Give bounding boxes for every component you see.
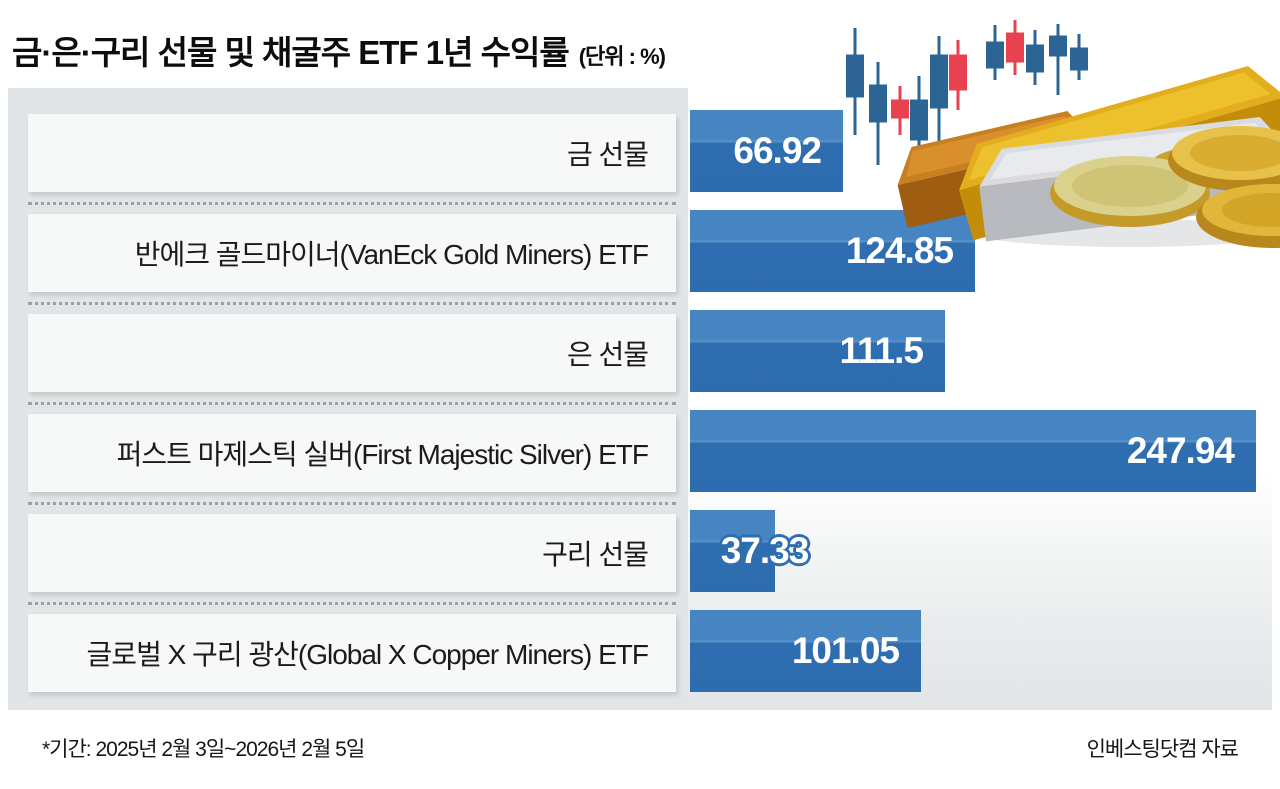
value-bar: 66.92 bbox=[690, 110, 843, 192]
chart-row: 금 선물 66.92 bbox=[0, 108, 1280, 208]
value-label: 101.05 bbox=[791, 630, 900, 671]
category-label: 금 선물 bbox=[566, 139, 649, 170]
chart-row: 퍼스트 마제스틱 실버(First Majestic Silver) ETF 2… bbox=[0, 408, 1280, 508]
chart-row: 반에크 골드마이너(VanEck Gold Miners) ETF 124.85 bbox=[0, 208, 1280, 308]
value-bar: 247.94 bbox=[690, 410, 1256, 492]
value-label: 111.5 bbox=[839, 330, 924, 371]
value-label: 66.92 bbox=[733, 130, 822, 171]
category-label-box: 은 선물 bbox=[28, 314, 676, 392]
chart-row: 구리 선물 37.33 bbox=[0, 508, 1280, 608]
value-label: 124.85 bbox=[845, 230, 954, 271]
value-bar: 124.85 bbox=[690, 210, 975, 292]
dotted-separator bbox=[28, 502, 676, 505]
category-label: 글로벌 X 구리 광산(Global X Copper Miners) ETF bbox=[86, 639, 649, 670]
chart-header: 금·은·구리 선물 및 채굴주 ETF 1년 수익률 (단위 : %) bbox=[12, 26, 666, 74]
chart-title: 금·은·구리 선물 및 채굴주 ETF 1년 수익률 bbox=[12, 34, 570, 71]
category-label: 퍼스트 마제스틱 실버(First Majestic Silver) ETF bbox=[116, 439, 649, 470]
category-label: 반에크 골드마이너(VanEck Gold Miners) ETF bbox=[134, 239, 649, 270]
source-note: 인베스팅닷컴 자료 bbox=[1086, 738, 1239, 761]
dotted-separator bbox=[28, 602, 676, 605]
category-label: 구리 선물 bbox=[542, 539, 649, 570]
category-label-box: 구리 선물 bbox=[28, 514, 676, 592]
category-label-box: 반에크 골드마이너(VanEck Gold Miners) ETF bbox=[28, 214, 676, 292]
dotted-separator bbox=[28, 302, 676, 305]
chart-row: 은 선물 111.5 bbox=[0, 308, 1280, 408]
category-label-box: 글로벌 X 구리 광산(Global X Copper Miners) ETF bbox=[28, 614, 676, 692]
value-label: 247.94 bbox=[1126, 430, 1235, 471]
value-label: 37.33 bbox=[720, 530, 810, 571]
value-bar: 101.05 bbox=[690, 610, 921, 692]
footer: *기간: 2025년 2월 3일~2026년 2월 5일 인베스팅닷컴 자료 bbox=[42, 733, 1239, 763]
category-label-box: 금 선물 bbox=[28, 114, 676, 192]
dotted-separator bbox=[28, 202, 676, 205]
value-bar: 37.33 bbox=[690, 510, 809, 592]
category-label: 은 선물 bbox=[566, 339, 649, 370]
chart-row: 글로벌 X 구리 광산(Global X Copper Miners) ETF … bbox=[0, 608, 1280, 708]
chart-unit-label: (단위 : %) bbox=[578, 44, 666, 69]
dotted-separator bbox=[28, 402, 676, 405]
value-bar: 111.5 bbox=[690, 310, 945, 392]
period-note: *기간: 2025년 2월 3일~2026년 2월 5일 bbox=[42, 738, 365, 761]
category-label-box: 퍼스트 마제스틱 실버(First Majestic Silver) ETF bbox=[28, 414, 676, 492]
